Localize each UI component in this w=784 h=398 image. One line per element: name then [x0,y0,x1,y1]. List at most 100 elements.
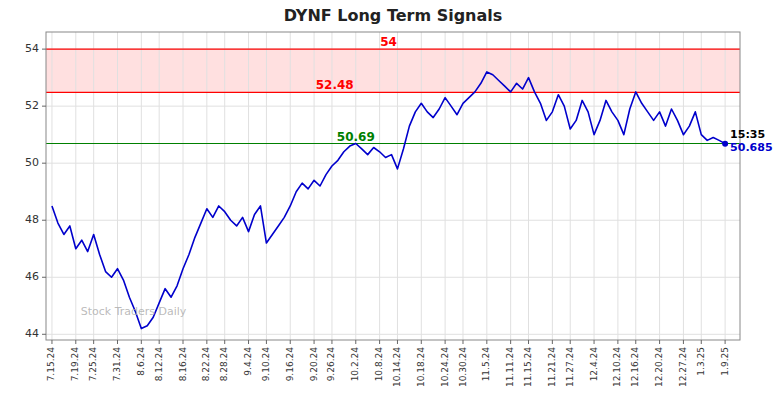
y-tick [42,163,46,164]
x-tick [510,340,511,344]
plot-area [46,32,740,340]
x-grid-line [248,32,249,340]
x-tick-label: 10.8.24 [374,347,384,382]
x-tick [75,340,76,344]
x-tick-label: 12.27.24 [678,347,688,387]
x-tick [570,340,571,344]
x-tick-label: 8.28.24 [219,347,229,382]
x-tick [331,340,332,344]
reference-label: 54 [380,35,397,49]
y-tick-label: 44 [25,327,39,340]
x-grid-line [617,32,618,340]
x-tick [552,340,553,344]
x-tick [379,340,380,344]
x-grid-line [725,32,726,340]
x-tick [355,340,356,344]
x-tick [206,340,207,344]
x-grid-line [266,32,267,340]
x-tick-label: 10.14.24 [392,347,402,387]
y-tick [42,49,46,50]
y-tick-label: 48 [25,213,39,226]
x-grid-line [379,32,380,340]
background [0,0,784,398]
x-tick-label: 12.4.24 [589,347,599,382]
y-tick [42,106,46,107]
x-grid-line [683,32,684,340]
x-tick [266,340,267,344]
x-tick [397,340,398,344]
x-tick-label: 8.22.24 [201,347,211,382]
x-grid-line [183,32,184,340]
x-tick [462,340,463,344]
x-grid-line [570,32,571,340]
x-grid-line [397,32,398,340]
x-tick [445,340,446,344]
x-tick [248,340,249,344]
x-tick-label: 11.11.24 [505,347,515,387]
x-tick-label: 12.10.24 [612,347,622,387]
x-tick [314,340,315,344]
x-grid-line [355,32,356,340]
x-grid-line [486,32,487,340]
x-tick-label: 7.15.24 [46,347,56,382]
chart: 4446485052547.15.247.19.247.25.247.31.24… [0,0,784,398]
end-time-label: 15:35 [730,128,765,141]
x-grid-line [701,32,702,340]
x-grid-line [462,32,463,340]
x-tick [528,340,529,344]
x-grid-line [552,32,553,340]
x-tick-label: 11.15.24 [523,347,533,387]
x-grid-line [290,32,291,340]
x-tick-label: 9.4.24 [243,347,253,376]
x-tick [224,340,225,344]
y-tick [42,334,46,335]
x-tick [594,340,595,344]
end-point [722,141,728,147]
x-tick-label: 7.19.24 [70,347,80,382]
x-grid-line [224,32,225,340]
x-tick-label: 8.12.24 [154,347,164,382]
y-tick-label: 50 [25,156,39,169]
x-tick-label: 7.25.24 [88,347,98,382]
y-tick [42,277,46,278]
x-tick-label: 11.27.24 [565,347,575,387]
x-tick [183,340,184,344]
x-tick [117,340,118,344]
x-tick-label: 10.2.24 [350,347,360,382]
x-tick [93,340,94,344]
x-grid-line [510,32,511,340]
x-tick [683,340,684,344]
x-tick-label: 9.20.24 [309,347,319,382]
x-tick-label: 9.10.24 [261,347,271,382]
x-tick-label: 11.21.24 [547,347,557,387]
x-grid-line [117,32,118,340]
y-tick [42,220,46,221]
x-tick [51,340,52,344]
x-grid-line [93,32,94,340]
x-tick-label: 10.30.24 [458,347,468,387]
y-tick-label: 46 [25,270,39,283]
x-tick [617,340,618,344]
x-tick [159,340,160,344]
x-tick-label: 8.6.24 [136,347,146,376]
x-grid-line [51,32,52,340]
x-grid-line [159,32,160,340]
y-tick-label: 52 [25,99,39,112]
x-tick-label: 12.16.24 [630,347,640,387]
x-grid-line [206,32,207,340]
x-tick [421,340,422,344]
x-grid-line [141,32,142,340]
title: DYNF Long Term Signals [284,6,503,25]
x-tick-label: 9.16.24 [285,347,295,382]
grid [46,32,740,340]
x-grid-line [659,32,660,340]
x-tick-label: 1.3.25 [696,347,706,376]
end-value-label: 50.685 [730,141,772,154]
x-tick-label: 9.26.24 [326,347,336,382]
x-tick [290,340,291,344]
x-grid-line [314,32,315,340]
watermark: Stock Traders Daily [81,305,187,318]
x-grid-line [635,32,636,340]
x-tick [635,340,636,344]
x-grid-line [445,32,446,340]
